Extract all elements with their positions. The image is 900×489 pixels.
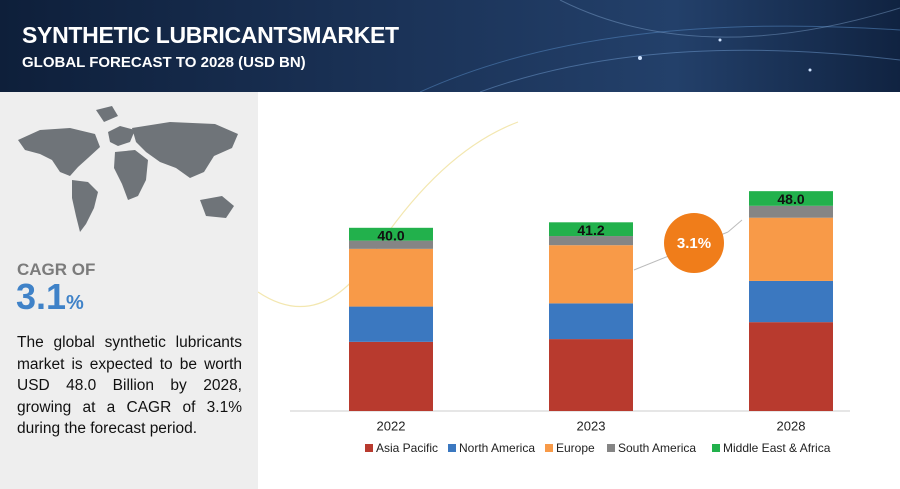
total-label: 41.2 <box>577 222 604 238</box>
legend-label: North America <box>459 441 535 455</box>
bar-segment <box>749 322 833 411</box>
bar-segment <box>549 236 633 246</box>
legend-label: South America <box>618 441 696 455</box>
legend-label: Middle East & Africa <box>723 441 831 455</box>
bar-segment <box>349 341 433 411</box>
annotation-arrow-tip <box>727 219 743 233</box>
legend-swatch <box>448 444 456 452</box>
bar-segment <box>349 248 433 307</box>
bar-segment <box>549 222 633 237</box>
subtitle: GLOBAL FORECAST TO 2028 (USD BN) <box>22 54 306 71</box>
legend-swatch <box>365 444 373 452</box>
header-decoration <box>419 0 900 92</box>
bar-segment <box>549 245 633 304</box>
annotation-text: 3.1% <box>677 235 711 252</box>
header: SYNTHETIC LUBRICANTSMARKET GLOBAL FORECA… <box>0 0 900 92</box>
sidebar: CAGR OF 3.1% The global synthetic lubric… <box>0 92 258 489</box>
bar-segment <box>349 306 433 342</box>
bar-segment <box>349 227 433 241</box>
cagr-unit: % <box>66 292 84 314</box>
bar-segment <box>549 303 633 340</box>
world-map <box>18 106 238 232</box>
bar-segment <box>749 205 833 218</box>
x-tick-label: 2022 <box>377 418 406 433</box>
bar-segment <box>749 191 833 206</box>
total-label: 40.0 <box>377 228 404 244</box>
legend-swatch <box>545 444 553 452</box>
legend-swatch <box>607 444 615 452</box>
cagr-label: CAGR OF <box>17 260 96 279</box>
cagr-value: 3.1% <box>16 276 84 318</box>
legend-swatch <box>712 444 720 452</box>
annotation-bubble <box>664 213 724 273</box>
description: The global synthetic lubricants market i… <box>17 334 242 437</box>
chart: 40.0 2022 41.2 2023 48.0 2028 3.1% Asia Pacific… <box>258 121 850 455</box>
cagr-number: 3.1 <box>16 276 67 317</box>
bar-segment <box>749 280 833 323</box>
x-tick-label: 2028 <box>777 418 806 433</box>
total-label: 48.0 <box>777 191 804 207</box>
bar-segment <box>749 217 833 281</box>
title: SYNTHETIC LUBRICANTSMARKET <box>22 22 399 48</box>
x-tick-label: 2023 <box>577 418 606 433</box>
legend-label: Europe <box>556 441 595 455</box>
legend-label: Asia Pacific <box>376 441 438 455</box>
bar-segment <box>349 240 433 249</box>
bar-segment <box>549 339 633 411</box>
